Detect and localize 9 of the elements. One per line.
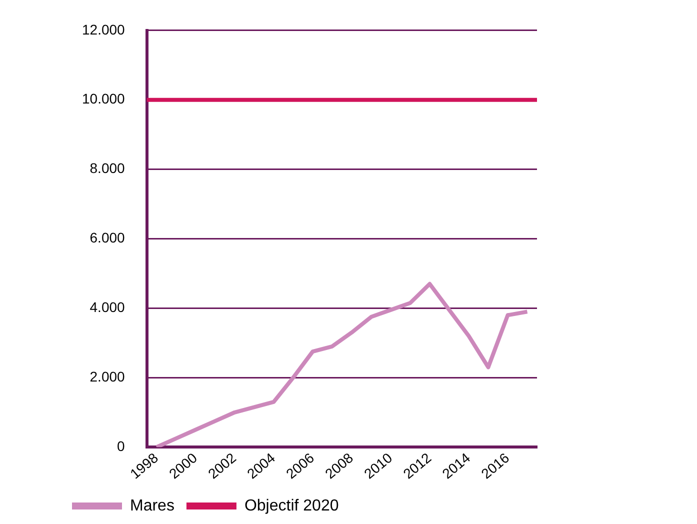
y-tick-label: 2.000: [90, 368, 126, 385]
y-tick-label: 10.000: [82, 90, 126, 107]
y-tick-label: 4.000: [90, 299, 126, 316]
y-tick-label: 8.000: [90, 160, 126, 176]
y-tick-label: 0: [117, 438, 126, 454]
legend-label: Objectif 2020: [244, 497, 339, 514]
legend-label: Mares: [130, 497, 174, 514]
y-tick-label: 12.000: [82, 21, 126, 38]
y-tick-label: 6.000: [90, 230, 126, 246]
